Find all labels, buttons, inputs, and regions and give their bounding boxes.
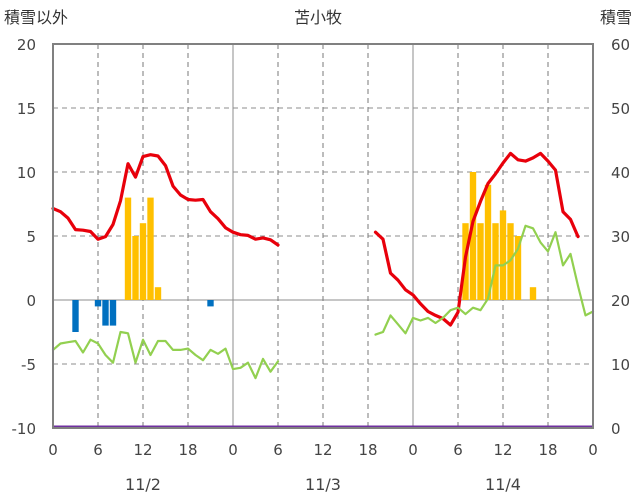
left-tick-label: 20: [17, 36, 36, 54]
x-tick-label: 12: [493, 441, 512, 459]
negative-bar: [94, 300, 102, 307]
date-label: 11/4: [485, 475, 521, 494]
left-axis-label: 積雪以外: [4, 8, 68, 27]
precip-bar: [477, 223, 484, 300]
x-tick-label: 6: [453, 441, 463, 459]
precip-bar: [529, 287, 537, 300]
negative-bar: [109, 300, 117, 326]
right-tick-label: 0: [611, 420, 621, 438]
x-tick-label: 12: [313, 441, 332, 459]
negative-bar: [72, 300, 79, 332]
precip-bar: [139, 223, 147, 300]
date-label: 11/2: [125, 475, 161, 494]
right-axis-label: 積雪: [600, 8, 632, 27]
right-tick-label: 40: [611, 164, 630, 182]
left-tick-label: -5: [21, 356, 36, 374]
date-label: 11/3: [305, 475, 341, 494]
precip-bar: [147, 197, 154, 300]
left-tick-label: 0: [26, 292, 36, 310]
x-tick-label: 18: [538, 441, 557, 459]
precip-bar: [499, 210, 507, 300]
left-tick-label: 5: [26, 228, 36, 246]
frame-border: [52, 43, 594, 429]
precip-bar: [154, 287, 162, 300]
x-tick-label: 0: [408, 441, 418, 459]
precip-bar: [132, 236, 139, 300]
snow-depth-line: [51, 151, 580, 327]
right-tick-label: 20: [611, 292, 630, 310]
plot-frame: [52, 43, 594, 429]
negative-bar: [102, 300, 109, 326]
grid-lines: [53, 44, 593, 428]
x-tick-label: 12: [133, 441, 152, 459]
left-tick-label: 10: [17, 164, 36, 182]
x-tick-label: 0: [588, 441, 598, 459]
chart-title: 苫小牧: [294, 8, 342, 27]
temperature-line: [51, 224, 595, 380]
precip-bar: [469, 172, 477, 300]
left-tick-label: 15: [17, 100, 36, 118]
right-tick-label: 50: [611, 100, 630, 118]
x-tick-label: 0: [48, 441, 58, 459]
x-tick-label: 18: [358, 441, 377, 459]
x-tick-label: 6: [93, 441, 103, 459]
negative-bar: [207, 300, 214, 307]
precip-bar: [484, 184, 492, 300]
x-tick-label: 18: [178, 441, 197, 459]
x-tick-label: 6: [273, 441, 283, 459]
left-tick-label: -10: [12, 420, 37, 438]
right-tick-label: 60: [611, 36, 630, 54]
bar-series: [72, 172, 537, 332]
right-tick-label: 10: [611, 356, 630, 374]
precip-bar: [514, 236, 522, 300]
precip-bar: [124, 197, 132, 300]
x-tick-label: 0: [228, 441, 238, 459]
right-tick-label: 30: [611, 228, 630, 246]
precip-bar: [492, 223, 499, 300]
